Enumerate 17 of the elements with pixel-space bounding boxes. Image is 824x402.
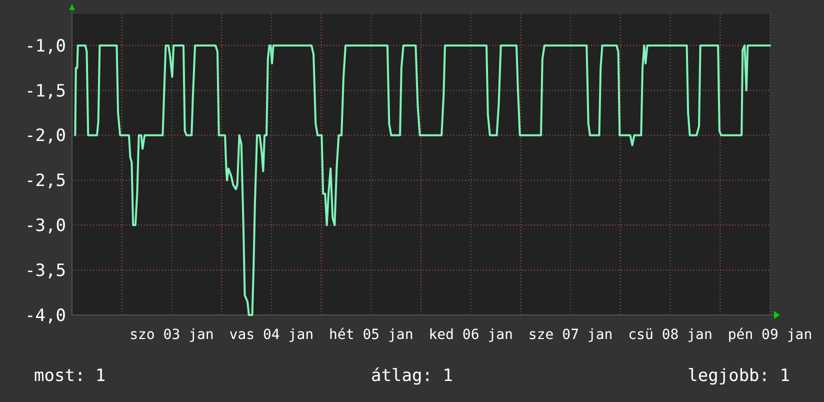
x-tick-label: pén 09 jan — [728, 327, 812, 343]
x-tick-label: sze 07 jan — [528, 327, 613, 343]
text: most: 1 — [34, 366, 106, 386]
x-tick-label: vas 04 jan — [229, 327, 314, 343]
text: átlag: 1 — [371, 366, 453, 386]
y-tick-label: -4,0 — [25, 306, 66, 326]
y-tick-label: -3,0 — [25, 216, 66, 236]
y-tick-label: -1,5 — [25, 81, 66, 102]
y-tick-label: -2,0 — [25, 126, 66, 146]
y-tick-label: -2,5 — [25, 171, 66, 192]
x-tick-label: csü 08 jan — [628, 327, 712, 343]
x-tick-label: szo 03 jan — [130, 327, 214, 343]
y-tick-label: -3,5 — [25, 261, 66, 282]
y-tick-label: -1,0 — [25, 36, 66, 56]
x-tick-label: hét 05 jan — [328, 327, 414, 343]
text: legjobb: 1 — [688, 366, 790, 386]
x-tick-label: ked 06 jan — [428, 327, 514, 343]
